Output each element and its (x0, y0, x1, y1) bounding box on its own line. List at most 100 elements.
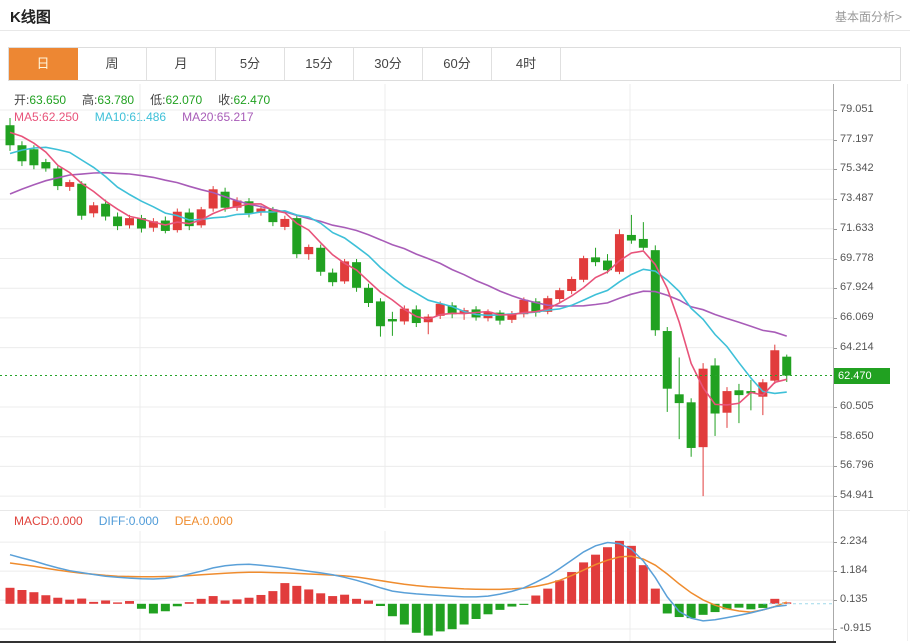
y-axis-label: 77.197 (840, 132, 874, 145)
macd-chart[interactable] (0, 531, 833, 641)
macd-bar (280, 583, 290, 604)
candle (447, 305, 457, 315)
y-axis-label: 64.214 (840, 340, 874, 353)
y-axis-label: 75.342 (840, 162, 874, 175)
macd-bar (579, 562, 589, 604)
macd-bar (387, 603, 397, 617)
candle (387, 319, 397, 322)
macd-bar (184, 602, 194, 604)
tab-day[interactable]: 日 (9, 48, 78, 80)
macd-bar (399, 603, 409, 625)
candle (232, 200, 242, 208)
ma10-line (9, 146, 787, 395)
macd-bar (459, 603, 469, 625)
candlestick-chart[interactable] (0, 84, 833, 508)
candle (65, 182, 75, 187)
candle (626, 234, 636, 241)
candle (172, 211, 182, 231)
macd-bar (328, 596, 338, 604)
legend-item: 收:62.470 (218, 93, 271, 107)
macd-bar (65, 599, 75, 604)
macd-bar (5, 587, 15, 604)
macd-bar (519, 603, 529, 605)
macd-bar (340, 594, 350, 604)
y-axis-label: 66.069 (840, 310, 874, 323)
macd-bar (698, 603, 708, 615)
macd-bar (626, 545, 636, 604)
candle (495, 312, 505, 321)
macd-bar (316, 593, 326, 604)
macd-bar (770, 598, 780, 604)
macd-y-axis-label: 0.135 (840, 593, 868, 606)
candle (770, 350, 780, 381)
y-axis-tick (833, 317, 837, 319)
macd-bar (483, 603, 493, 615)
candle (638, 238, 648, 248)
macd-bar (722, 603, 732, 610)
candle (662, 331, 672, 389)
macd-bar (77, 598, 87, 604)
tabbar-filler (561, 48, 900, 80)
macd-bar (435, 603, 445, 632)
candle (650, 250, 660, 331)
diff-line (9, 541, 787, 622)
tab-30min[interactable]: 30分 (354, 48, 423, 80)
y-axis-tick (833, 169, 837, 171)
macd-bar (650, 588, 660, 604)
tab-month[interactable]: 月 (147, 48, 216, 80)
candle (89, 205, 99, 214)
macd-bar (782, 602, 792, 604)
macd-bar (375, 603, 385, 607)
y-axis-tick (833, 228, 837, 230)
candle (352, 262, 362, 288)
macd-bar (101, 600, 111, 604)
macd-bar (17, 590, 27, 604)
y-axis-label: 71.633 (840, 221, 874, 234)
tab-4hour[interactable]: 4时 (492, 48, 561, 80)
candle (268, 209, 278, 223)
candle (220, 191, 230, 208)
candle (280, 218, 290, 227)
macd-bar (256, 594, 266, 604)
candle (531, 301, 541, 313)
macd-bar (710, 603, 720, 613)
y-axis-label: 56.796 (840, 459, 874, 472)
legend-item: MA10:61.486 (94, 110, 167, 124)
tab-15min[interactable]: 15分 (285, 48, 354, 80)
macd-bar (352, 598, 362, 604)
legend-item: MA20:65.217 (182, 110, 254, 124)
candle (364, 287, 373, 304)
candle (758, 382, 768, 397)
legend-item: 低:62.070 (150, 93, 203, 107)
dea-line (9, 555, 788, 613)
candle (722, 391, 732, 413)
tab-5min[interactable]: 5分 (216, 48, 285, 80)
macd-bar (208, 596, 218, 604)
candle (244, 201, 254, 214)
candle (399, 308, 409, 322)
candle (471, 309, 481, 318)
y-axis-tick (833, 466, 837, 468)
ma-legend: MA5:62.250 MA10:61.486 MA20:65.217 (14, 110, 270, 124)
macd-bar (603, 547, 612, 604)
macd-bar (507, 603, 517, 607)
candle (304, 246, 314, 255)
candle (292, 218, 302, 255)
fundamental-analysis-link[interactable]: 基本面分析> (834, 10, 902, 24)
macd-bar (614, 540, 624, 604)
candle (256, 208, 266, 213)
candle (77, 183, 87, 216)
candle (591, 257, 601, 263)
legend-item: DEA:0.000 (174, 514, 233, 528)
macd-bar (148, 603, 158, 614)
tab-60min[interactable]: 60分 (423, 48, 492, 80)
macd-y-axis-tick (833, 542, 837, 544)
macd-bar (304, 589, 314, 604)
ohlc-legend: 开:63.650 高:63.780 低:62.070 收:62.470 (14, 91, 286, 108)
tab-week[interactable]: 周 (78, 48, 147, 80)
macd-bar (686, 603, 696, 619)
macd-bar (662, 603, 672, 614)
candle (113, 216, 123, 227)
candle (125, 218, 134, 226)
candle (17, 145, 27, 162)
